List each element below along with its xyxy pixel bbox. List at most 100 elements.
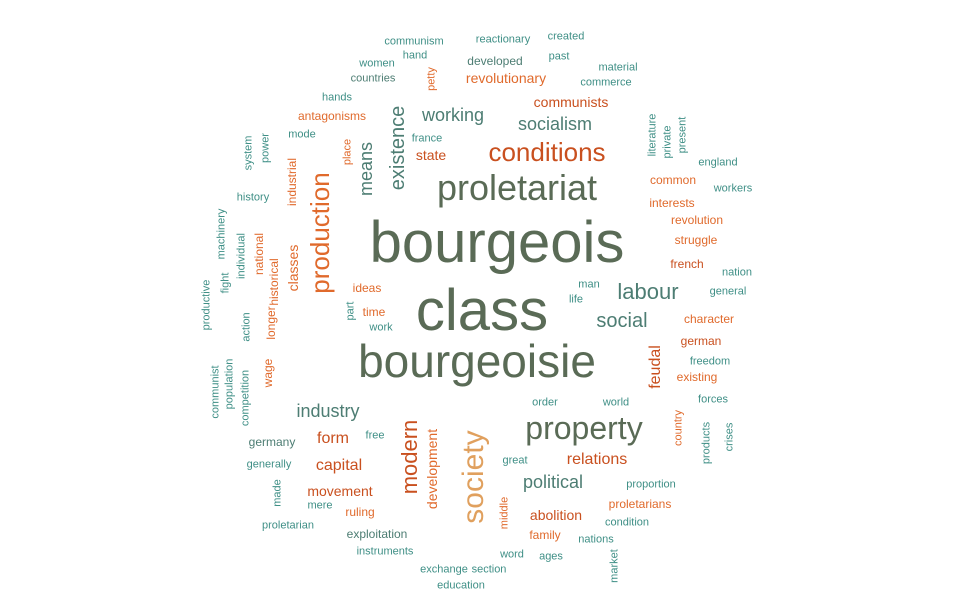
word-section: section bbox=[471, 563, 507, 576]
word-instruments: instruments bbox=[356, 545, 414, 558]
word-machinery: machinery bbox=[215, 208, 228, 260]
word-generally: generally bbox=[246, 458, 292, 471]
word-exploitation: exploitation bbox=[346, 527, 408, 541]
word-crises: crises bbox=[723, 422, 736, 452]
word-labour: labour bbox=[617, 279, 679, 304]
word-nation: nation bbox=[722, 266, 752, 279]
word-productive: productive bbox=[200, 279, 213, 331]
word-proletariat: proletariat bbox=[436, 167, 598, 208]
word-mode: mode bbox=[288, 128, 316, 141]
word-hand: hand bbox=[402, 49, 428, 62]
word-struggle: struggle bbox=[674, 233, 718, 247]
word-social: social bbox=[596, 310, 648, 332]
word-development: development bbox=[424, 428, 440, 510]
word-literature: literature bbox=[646, 113, 659, 157]
word-created: created bbox=[547, 30, 585, 43]
word-industry: industry bbox=[296, 401, 360, 421]
word-freedom: freedom bbox=[689, 355, 731, 368]
word-reactionary: reactionary bbox=[475, 33, 531, 46]
word-time: time bbox=[362, 305, 386, 319]
word-private: private bbox=[661, 125, 674, 159]
word-communism: communism bbox=[384, 35, 444, 48]
word-countries: countries bbox=[350, 72, 396, 85]
word-revolution: revolution bbox=[670, 213, 724, 227]
word-ideas: ideas bbox=[352, 281, 382, 295]
word-socialism: socialism bbox=[517, 114, 593, 134]
word-longer: longer bbox=[264, 306, 278, 340]
word-exchange: exchange bbox=[420, 563, 468, 576]
word-commerce: commerce bbox=[580, 76, 632, 89]
word-proportion: proportion bbox=[626, 478, 676, 491]
word-great: great bbox=[502, 454, 528, 467]
word-order: order bbox=[532, 396, 558, 409]
word-market: market bbox=[608, 549, 621, 583]
word-country: country bbox=[672, 409, 685, 447]
word-conditions: conditions bbox=[488, 137, 606, 167]
word-production: production bbox=[305, 172, 335, 294]
word-antagonisms: antagonisms bbox=[297, 109, 367, 123]
word-forces: forces bbox=[698, 393, 728, 406]
word-place: place bbox=[341, 138, 354, 166]
word-history: history bbox=[236, 191, 270, 204]
word-movement: movement bbox=[307, 483, 373, 499]
word-classes: classes bbox=[285, 244, 301, 292]
word-word: word bbox=[500, 548, 524, 561]
word-character: character bbox=[683, 312, 735, 326]
word-present: present bbox=[676, 116, 689, 154]
word-middle: middle bbox=[498, 496, 511, 530]
word-developed: developed bbox=[467, 54, 523, 68]
word-made: made bbox=[271, 479, 284, 507]
word-power: power bbox=[259, 133, 272, 163]
word-communists: communists bbox=[533, 94, 609, 110]
word-england: england bbox=[698, 156, 738, 169]
word-modern: modern bbox=[397, 419, 422, 495]
word-class: class bbox=[415, 278, 549, 343]
word-work: work bbox=[369, 321, 393, 334]
word-interests: interests bbox=[649, 196, 695, 210]
word-material: material bbox=[598, 61, 638, 74]
word-political: political bbox=[522, 472, 584, 492]
word-women: women bbox=[359, 57, 395, 70]
word-society: society bbox=[457, 430, 490, 524]
word-industrial: industrial bbox=[285, 157, 299, 207]
word-french: french bbox=[670, 257, 704, 271]
word-mere: mere bbox=[307, 499, 333, 512]
word-existing: existing bbox=[676, 370, 718, 384]
word-france: france bbox=[411, 132, 443, 145]
word-property: property bbox=[525, 410, 643, 446]
word-form: form bbox=[317, 430, 349, 447]
word-petty: petty bbox=[425, 67, 438, 91]
word-revolutionary: revolutionary bbox=[465, 70, 547, 86]
word-system: system bbox=[242, 135, 255, 171]
word-bourgeoisie: bourgeoisie bbox=[358, 335, 596, 387]
word-working: working bbox=[421, 105, 485, 125]
word-feudal: feudal bbox=[647, 345, 664, 389]
word-wage: wage bbox=[261, 358, 275, 388]
word-proletarian: proletarian bbox=[262, 519, 314, 532]
word-nations: nations bbox=[578, 533, 614, 546]
word-germany: germany bbox=[248, 435, 296, 449]
word-common: common bbox=[649, 173, 697, 187]
word-man: man bbox=[578, 278, 600, 291]
word-education: education bbox=[437, 579, 485, 592]
word-communist: communist bbox=[209, 365, 222, 419]
word-means: means bbox=[356, 141, 376, 197]
word-competition: competition bbox=[239, 369, 252, 427]
word-state: state bbox=[415, 147, 447, 163]
word-german: german bbox=[680, 334, 722, 348]
word-products: products bbox=[700, 421, 713, 465]
word-past: past bbox=[548, 50, 570, 63]
word-existence: existence bbox=[387, 105, 409, 191]
word-ruling: ruling bbox=[345, 505, 375, 519]
word-condition: condition bbox=[604, 516, 650, 529]
word-bourgeois: bourgeois bbox=[369, 210, 625, 275]
word-free: free bbox=[365, 429, 385, 442]
word-ages: ages bbox=[539, 550, 563, 563]
word-world: world bbox=[602, 396, 630, 409]
word-part: part bbox=[344, 301, 357, 321]
word-abolition: abolition bbox=[529, 507, 583, 523]
word-proletarians: proletarians bbox=[608, 497, 672, 511]
word-historical: historical bbox=[267, 258, 281, 306]
word-relations: relations bbox=[566, 451, 628, 468]
